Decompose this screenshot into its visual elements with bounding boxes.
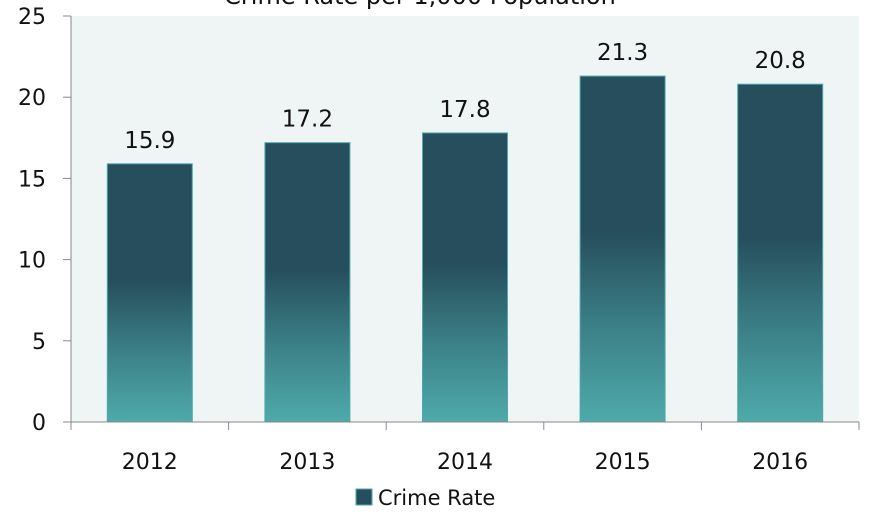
x-tick-label-2014: 2014: [437, 450, 493, 475]
bar-2012: [106, 163, 193, 423]
data-label-2013: 17.2: [282, 107, 333, 133]
legend-swatch: [355, 488, 373, 506]
bar-2016: [737, 83, 824, 423]
data-label-2015: 21.3: [597, 40, 648, 66]
y-tick-label-5: 5: [32, 330, 46, 355]
legend: Crime Rate: [355, 486, 495, 510]
x-tick-label-2016: 2016: [752, 450, 808, 475]
y-tick-label-15: 15: [18, 167, 46, 192]
data-label-2016: 20.8: [755, 48, 806, 74]
x-tick-label-2015: 2015: [595, 450, 651, 475]
bar-2014: [422, 132, 508, 423]
x-tick-label-2013: 2013: [279, 450, 335, 475]
chart-title: Crime Rate per 1,000 Population: [224, 0, 616, 10]
y-tick-label-20: 20: [18, 86, 46, 111]
data-label-2014: 17.8: [439, 97, 490, 123]
y-tick-label-0: 0: [32, 411, 46, 436]
y-tick-label-10: 10: [18, 249, 46, 274]
legend-label: Crime Rate: [378, 486, 495, 510]
bar-2013: [264, 142, 351, 423]
bar-2015: [579, 75, 666, 423]
x-tick-label-2012: 2012: [122, 450, 178, 475]
y-tick-label-25: 25: [18, 5, 46, 30]
data-label-2012: 15.9: [124, 128, 175, 154]
